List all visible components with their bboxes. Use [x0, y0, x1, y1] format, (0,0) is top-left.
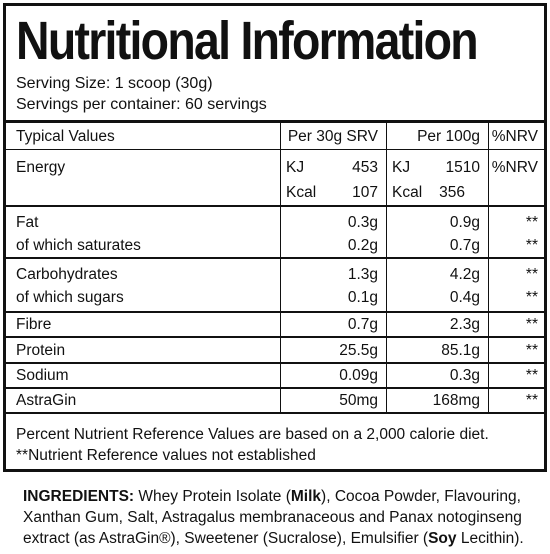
- carbs-100g: 4.2g: [449, 266, 480, 283]
- energy-kcal-unit: Kcal: [286, 184, 317, 201]
- fibre-srv: 0.7g: [347, 316, 378, 333]
- serving-size: Serving Size: 1 scoop (30g): [16, 75, 213, 92]
- column-divider: [386, 123, 387, 414]
- sodium-nrv: **: [525, 367, 538, 384]
- thick-divider: [6, 120, 544, 123]
- nutrition-panel: Nutritional Information Serving Size: 1 …: [3, 3, 547, 472]
- fibre-100g: 2.3g: [449, 316, 480, 333]
- sodium-100g: 0.3g: [449, 367, 480, 384]
- panel-title: Nutritional Information: [16, 11, 479, 71]
- sugars-srv: 0.1g: [347, 289, 378, 306]
- carbs-srv: 1.3g: [347, 266, 378, 283]
- column-divider: [280, 123, 281, 414]
- energy-srv-kj: 453: [352, 159, 378, 176]
- row-divider: [6, 149, 544, 150]
- astragin-nrv: **: [525, 392, 538, 409]
- astragin-label: AstraGin: [16, 392, 77, 409]
- saturates-srv: 0.2g: [347, 237, 378, 254]
- energy-100g-kj: 1510: [445, 159, 480, 176]
- carbs-label: Carbohydrates: [16, 266, 118, 283]
- energy-srv-kcal: 107: [352, 184, 378, 201]
- sugars-100g: 0.4g: [449, 289, 480, 306]
- protein-100g: 85.1g: [441, 342, 480, 359]
- fat-srv: 0.3g: [347, 214, 378, 231]
- sugars-nrv: **: [525, 289, 538, 306]
- sodium-srv: 0.09g: [339, 367, 378, 384]
- fibre-nrv: **: [525, 316, 538, 333]
- protein-srv: 25.5g: [339, 342, 378, 359]
- row-divider: [6, 336, 544, 338]
- row-divider: [6, 257, 544, 259]
- fat-nrv: **: [525, 214, 538, 231]
- saturates-100g: 0.7g: [449, 237, 480, 254]
- energy-100g-kcal: 356: [439, 184, 465, 201]
- energy-kj-unit: KJ: [286, 159, 305, 176]
- row-divider: [6, 387, 544, 389]
- energy-kj-unit-100g: KJ: [392, 159, 411, 176]
- astragin-100g: 168mg: [432, 392, 480, 409]
- sugars-label: of which sugars: [16, 289, 124, 306]
- header-nrv: %NRV: [491, 128, 538, 145]
- fibre-label: Fibre: [16, 316, 52, 333]
- header-per-100g: Per 100g: [417, 128, 480, 145]
- not-established-note: **Nutrient Reference values not establis…: [16, 447, 316, 464]
- energy-kcal-unit-100g: Kcal: [392, 184, 423, 201]
- ingredients-part-3: Lecithin).: [456, 530, 524, 547]
- row-divider: [6, 362, 544, 364]
- row-divider: [6, 205, 544, 207]
- table-bottom-divider: [6, 412, 544, 414]
- ingredients-heading: INGREDIENTS:: [23, 488, 135, 505]
- allergen-milk: Milk: [290, 488, 322, 505]
- servings-per-container: Servings per container: 60 servings: [16, 96, 267, 113]
- saturates-nrv: **: [525, 237, 538, 254]
- saturates-label: of which saturates: [16, 237, 141, 254]
- header-typical-values: Typical Values: [16, 128, 115, 145]
- fat-100g: 0.9g: [449, 214, 480, 231]
- carbs-nrv: **: [525, 266, 538, 283]
- protein-label: Protein: [16, 342, 66, 359]
- fat-label: Fat: [16, 214, 39, 231]
- ingredients-text: INGREDIENTS: Whey Protein Isolate (Milk)…: [23, 486, 533, 549]
- sodium-label: Sodium: [16, 367, 69, 384]
- column-divider: [488, 123, 489, 414]
- protein-nrv: **: [525, 342, 538, 359]
- ingredients-part-1: Whey Protein Isolate (: [134, 488, 291, 505]
- energy-label: Energy: [16, 159, 66, 176]
- ingredients-part-2: ), Cocoa Powder, Flavouring, Xanthan Gum…: [23, 488, 522, 547]
- energy-nrv: %NRV: [491, 159, 538, 176]
- allergen-soy: Soy: [428, 530, 457, 547]
- nrv-basis-note: Percent Nutrient Reference Values are ba…: [16, 426, 489, 443]
- astragin-srv: 50mg: [339, 392, 378, 409]
- row-divider: [6, 311, 544, 313]
- header-per-serving: Per 30g SRV: [287, 128, 378, 145]
